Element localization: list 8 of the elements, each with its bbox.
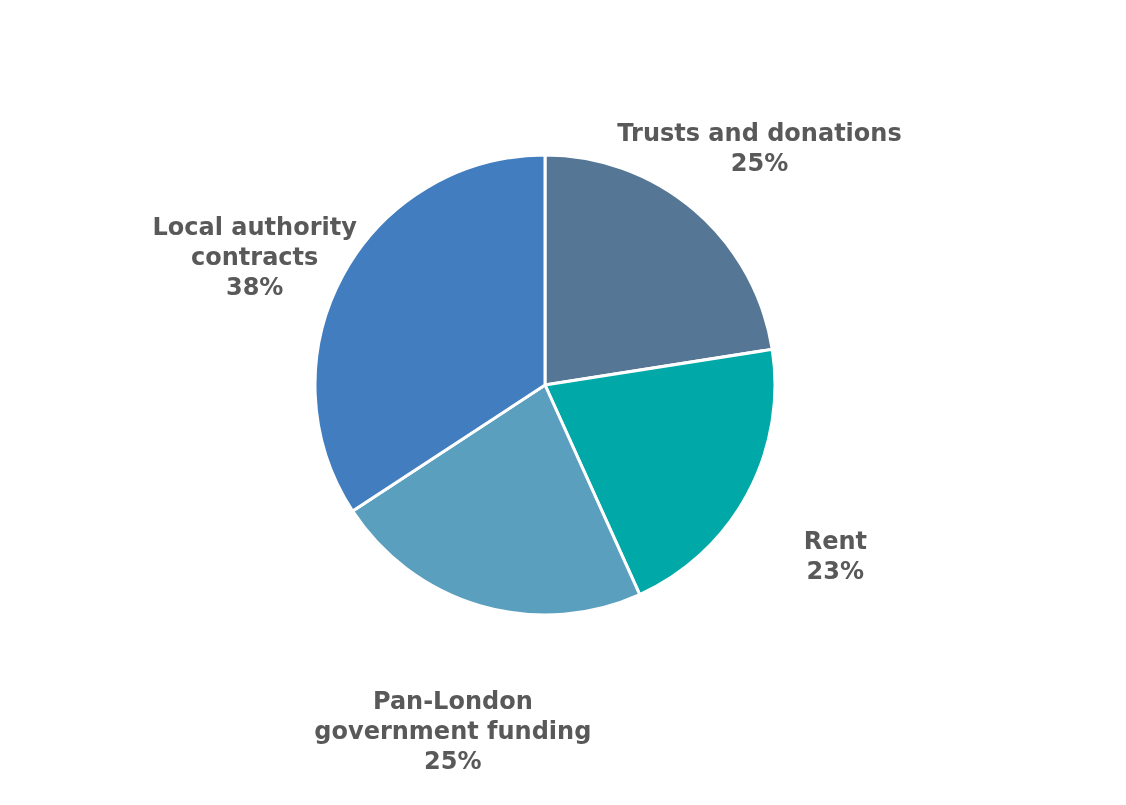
slice-label: Local authority contracts xyxy=(152,213,358,272)
slice-label: Trusts and donations xyxy=(617,119,902,148)
data-label: 25% xyxy=(424,746,482,775)
slice-label: Rent xyxy=(803,526,868,555)
data-label: 25% xyxy=(730,149,789,178)
data-label: 23% xyxy=(806,556,865,585)
slice-label: Pan-London government funding xyxy=(314,686,592,745)
data-label: 38% xyxy=(225,273,284,302)
